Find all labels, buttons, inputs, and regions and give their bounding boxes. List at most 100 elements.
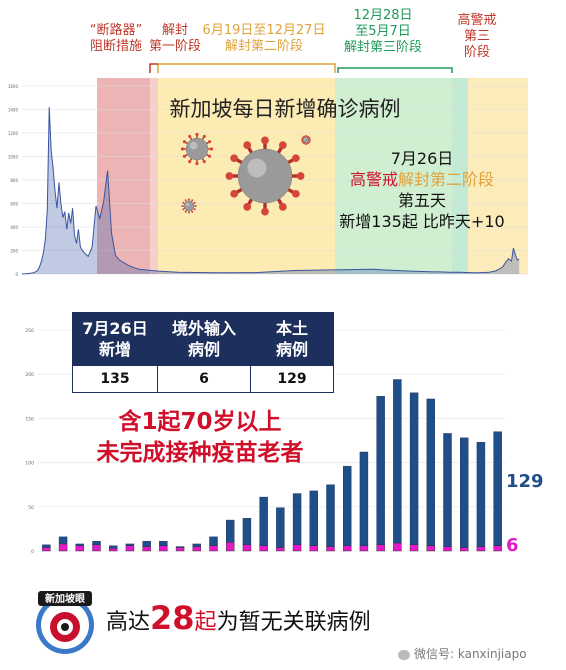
bar-local xyxy=(142,541,151,547)
phase-band-pre-alert xyxy=(452,78,468,274)
local-cases-label: 129 xyxy=(506,471,544,492)
bar-local xyxy=(409,392,419,546)
bar-local xyxy=(209,536,218,546)
bar-imported xyxy=(92,544,101,552)
virus-icon xyxy=(181,198,197,214)
bottom-chart-bars xyxy=(42,379,502,552)
bar-local xyxy=(359,451,369,546)
footer-headline: 高达28起为暂无关联病例 xyxy=(106,599,371,637)
virus-illustrations xyxy=(180,132,311,216)
virus-icon xyxy=(180,132,214,166)
phase-band-phase3 xyxy=(335,78,452,274)
daily-cases-area xyxy=(22,107,520,274)
wechat-text: 微信号: kanxinjiapo xyxy=(414,647,527,661)
bottom-y-tick-label: 100 xyxy=(25,461,34,467)
bar-local xyxy=(309,490,318,546)
bar-local xyxy=(259,496,268,546)
logo-text: 新加坡眼 xyxy=(45,592,85,605)
bar-imported xyxy=(75,545,84,552)
phase-band-circuit-breaker xyxy=(97,78,150,274)
callout-line2: 未完成接种疫苗老者 xyxy=(96,440,304,466)
bar-imported xyxy=(175,547,185,552)
bottom-y-tick-label: 200 xyxy=(25,372,34,378)
annotation-phase2: 解封第二阶段 xyxy=(398,170,495,189)
bar-imported xyxy=(209,545,218,552)
daily-cases-area-chart: 0 200 400 600 800 1000 1200 1400 1600 xyxy=(8,78,528,277)
phase-bands xyxy=(97,78,528,274)
bar-local xyxy=(159,541,168,546)
phase-label-phase3: 12月28日 至5月7日 解封第三阶段 xyxy=(343,8,422,55)
phase-band-high-alert xyxy=(468,78,528,274)
summary-value-row: 135 6 129 xyxy=(72,365,334,393)
bar-imported xyxy=(125,545,135,552)
bar-local xyxy=(343,465,352,546)
top-y-tick-label: 1200 xyxy=(8,131,19,136)
bar-imported xyxy=(242,544,252,552)
bar-local xyxy=(58,536,68,545)
top-chart-title: 新加坡每日新增确诊病例 xyxy=(169,97,401,121)
top-y-tick-label: 0 xyxy=(15,272,18,277)
summary-header-imported: 境外输入 病例 xyxy=(157,312,251,366)
bar-imported xyxy=(276,547,285,552)
summary-header-date: 7月26日 新增 xyxy=(72,312,158,366)
bar-local xyxy=(426,398,435,546)
bar-imported xyxy=(192,546,201,552)
bar-imported xyxy=(443,546,452,552)
bar-local xyxy=(109,545,118,549)
callout-line1: 含1起70岁以上 xyxy=(118,409,282,435)
summary-value-total: 135 xyxy=(72,365,158,393)
bar-imported xyxy=(326,546,335,552)
bar-local xyxy=(292,493,302,546)
bar-local xyxy=(192,543,201,547)
annotation-date: 7月26日 xyxy=(390,149,454,168)
bar-local xyxy=(443,433,452,547)
summary-header-row: 7月26日 新增 境外输入 病例 本土 病例 xyxy=(72,312,334,366)
bar-imported xyxy=(42,547,51,552)
bottom-y-tick-label: 250 xyxy=(25,328,34,334)
phase-band-phase1 xyxy=(150,78,158,274)
wechat-icon xyxy=(398,649,410,660)
summary-table: 7月26日 新增 境外输入 病例 本土 病例 135 6 129 xyxy=(72,312,334,393)
bottom-y-tick-label: 50 xyxy=(28,505,34,511)
phase-label-phase1: 解封 第一阶段 xyxy=(148,23,201,54)
bar-local xyxy=(493,431,502,546)
bar-local xyxy=(226,519,235,543)
footer: 新加坡眼 高达28起为暂无关联病例 微信号: kanxinjiapo xyxy=(0,585,566,670)
bar-imported xyxy=(309,545,318,552)
bar-local xyxy=(125,543,135,546)
bar-imported xyxy=(292,544,302,552)
top-y-tick-label: 400 xyxy=(10,225,18,230)
top-y-tick-label: 800 xyxy=(10,178,18,183)
bar-imported xyxy=(426,545,435,552)
stacked-bar-chart: 0 50 100 150 200 250 xyxy=(25,328,506,555)
bar-local xyxy=(326,484,335,547)
annotation-status: 高警戒解封第二阶段 xyxy=(318,169,526,190)
phase-label-circuit-breaker: “断路器” 阻断措施 xyxy=(89,23,143,54)
footer-suffix1: 起 xyxy=(194,610,217,635)
top-y-tick-label: 600 xyxy=(10,202,18,207)
bottom-y-tick-label: 150 xyxy=(25,416,34,422)
bar-local xyxy=(75,543,84,546)
bar-imported xyxy=(493,545,502,552)
bar-local xyxy=(460,437,469,548)
bar-local xyxy=(276,507,285,548)
summary-header-local: 本土 病例 xyxy=(250,312,334,366)
summary-value-local: 129 xyxy=(250,365,334,393)
bar-imported xyxy=(359,545,369,552)
bar-local xyxy=(92,541,101,546)
bar-imported xyxy=(476,546,486,552)
bar-imported xyxy=(58,543,68,552)
top-y-tick-label: 1600 xyxy=(8,84,19,89)
elderly-callout: 含1起70岁以上 未完成接种疫苗老者 xyxy=(30,407,370,469)
virus-icon xyxy=(301,135,311,145)
bar-local xyxy=(393,379,402,544)
bar-imported xyxy=(142,546,151,552)
phase-label-phase2: 6月19日至12月27日 解封第二阶段 xyxy=(202,23,326,54)
singapore-eye-logo: 新加坡眼 xyxy=(36,591,94,654)
bar-imported xyxy=(343,545,352,552)
bar-local xyxy=(175,546,185,548)
bracket-phase2 xyxy=(157,63,336,73)
annotation-block: 7月26日 高警戒解封第二阶段 第五天 新增135起 比昨天+10 xyxy=(318,148,526,232)
bracket-phase3 xyxy=(337,67,453,73)
bar-imported xyxy=(409,544,419,552)
